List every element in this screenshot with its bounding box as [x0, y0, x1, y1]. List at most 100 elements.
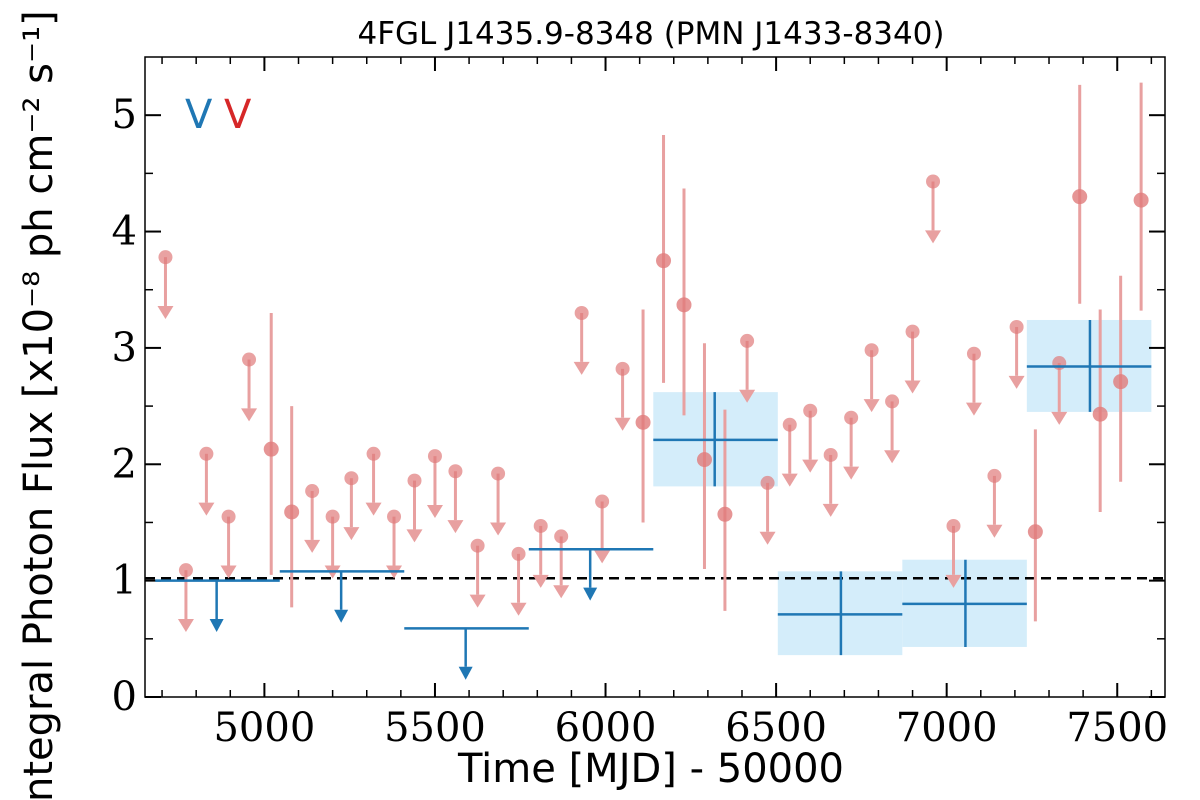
upper-limit-arrow [925, 230, 942, 244]
x-tick-label: 5000 [213, 705, 315, 751]
y-tick-label: 2 [112, 441, 137, 487]
upper-limit-point [407, 473, 422, 488]
upper-limit-arrow [573, 361, 590, 375]
upper-limit-point [740, 333, 755, 348]
upper-limit-point [199, 446, 214, 461]
upper-limit-point [760, 475, 775, 490]
upper-limit-arrow [365, 502, 382, 516]
upper-limit-arrow [510, 602, 527, 616]
x-axis-label: Time [MJD] - 50000 [457, 746, 844, 792]
detection-point [696, 452, 712, 468]
upper-limit-point [615, 361, 630, 376]
y-tick-label: 3 [112, 325, 137, 371]
upper-limit-point [1009, 319, 1024, 334]
upper-limit-arrow [532, 574, 549, 588]
detection-point [656, 253, 672, 269]
detection-point [1072, 189, 1088, 205]
upper-limit-arrow [1008, 375, 1025, 389]
upper-limit-arrow [583, 587, 598, 601]
upper-limit-arrow [241, 408, 258, 422]
upper-limit-point [427, 449, 442, 464]
upper-limit-arrow [863, 399, 880, 413]
detection-point [1027, 524, 1043, 540]
plot-frame [144, 56, 1166, 698]
upper-limit-arrow [614, 417, 631, 431]
upper-limit-point [158, 250, 173, 265]
detection-point [635, 414, 651, 430]
x-tick-label: 7000 [896, 705, 998, 751]
upper-limit-arrow [209, 619, 224, 633]
y-tick-label: 1 [112, 558, 137, 604]
detection-point [284, 504, 300, 520]
upper-limit-arrow [781, 473, 798, 487]
upper-limit-arrow [304, 539, 321, 553]
upper-limit-arrow [490, 522, 507, 536]
legend-marker-blue: V [185, 92, 213, 138]
short-bin-series [157, 82, 1149, 633]
chart-title: 4FGL J1435.9-8348 (PMN J1433-8340) [357, 16, 944, 52]
y-tick-label: 4 [112, 209, 137, 255]
tick-labels: 5000 5500 6000 6500 7000 7500 0 1 2 3 4 5 [112, 92, 1169, 751]
axis-ticks [145, 57, 1165, 698]
upper-limit-arrow [177, 619, 194, 633]
upper-limit-point [511, 546, 526, 561]
x-tick-label: 7500 [1066, 705, 1168, 751]
upper-limit-arrow [986, 524, 1003, 538]
upper-limit-arrow [447, 520, 464, 534]
y-tick-label: 0 [112, 674, 137, 720]
upper-limit-arrow [965, 402, 982, 416]
upper-limit-point [242, 352, 257, 367]
upper-limit-arrow [759, 531, 776, 545]
upper-limit-point [926, 174, 941, 189]
upper-limit-point [178, 563, 193, 578]
upper-limit-point [533, 518, 548, 533]
upper-limit-point [987, 468, 1002, 483]
upper-limit-point [864, 343, 879, 358]
upper-limit-arrow [884, 450, 901, 464]
upper-limit-arrow [469, 594, 486, 608]
upper-limit-point [844, 410, 859, 425]
upper-limit-point [823, 447, 838, 462]
upper-limit-arrow [157, 306, 174, 320]
upper-limit-arrow [802, 459, 819, 473]
x-tick-label: 6000 [555, 705, 657, 751]
upper-limit-arrow [458, 666, 473, 680]
upper-limit-point [595, 494, 610, 509]
legend-marker-red: V [224, 92, 252, 138]
upper-limit-point [803, 403, 818, 418]
long-bin-series [155, 319, 1152, 680]
upper-limit-arrow [739, 389, 756, 403]
upper-limit-point [554, 529, 569, 544]
upper-limit-arrow [904, 380, 921, 394]
y-tick-label: 5 [112, 92, 137, 138]
upper-limit-arrow [594, 550, 611, 564]
upper-limit-point [470, 538, 485, 553]
upper-limit-point [305, 484, 320, 499]
x-tick-label: 5500 [384, 705, 486, 751]
upper-limit-point [885, 394, 900, 409]
upper-limit-point [325, 509, 340, 524]
y-axis-label: Integral Photon Flux [x10⁻⁸ ph cm⁻² s⁻¹] [16, 10, 62, 800]
upper-limit-arrow [426, 505, 443, 518]
detection-point [1113, 374, 1129, 390]
upper-limit-point [946, 518, 961, 533]
upper-limit-point [1052, 356, 1067, 371]
upper-limit-point [782, 417, 797, 432]
detection-point [1133, 192, 1149, 208]
detection-point [263, 441, 279, 457]
upper-limit-point [905, 324, 920, 339]
upper-limit-arrow [843, 466, 860, 480]
upper-limit-arrow [822, 503, 839, 517]
upper-limit-arrow [220, 565, 237, 579]
detection-point [676, 297, 692, 313]
upper-limit-arrow [334, 609, 349, 623]
upper-limit-point [366, 446, 381, 461]
detection-point [1092, 406, 1108, 422]
upper-limit-arrow [343, 527, 360, 541]
upper-limit-point [966, 346, 981, 361]
upper-limit-arrow [1051, 411, 1068, 425]
upper-limit-arrow [553, 585, 570, 599]
upper-limit-point [344, 471, 359, 486]
upper-limit-point [221, 509, 236, 524]
